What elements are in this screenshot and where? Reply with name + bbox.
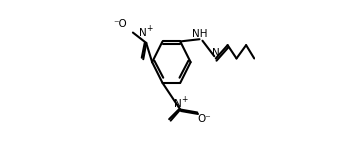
- Text: N: N: [212, 48, 220, 58]
- Text: +: +: [181, 95, 188, 104]
- Text: N: N: [139, 28, 147, 38]
- Text: O⁻: O⁻: [197, 114, 211, 124]
- Text: +: +: [146, 24, 153, 33]
- Text: ⁻O: ⁻O: [113, 19, 127, 29]
- Text: NH: NH: [192, 29, 207, 39]
- Text: N: N: [174, 99, 182, 109]
